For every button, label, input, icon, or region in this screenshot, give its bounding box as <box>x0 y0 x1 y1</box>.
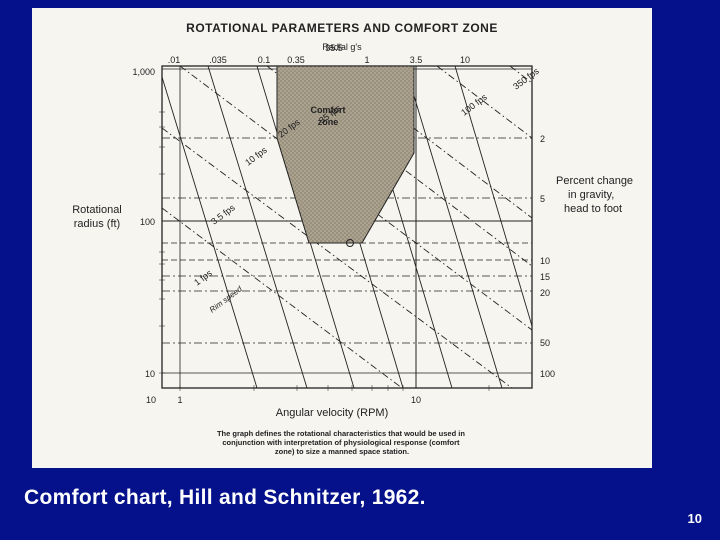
svg-text:100: 100 <box>540 369 555 379</box>
svg-text:2: 2 <box>540 134 545 144</box>
svg-text:10 fps: 10 fps <box>243 145 269 168</box>
svg-text:.035: .035 <box>209 55 227 65</box>
y-tick-10: 10 <box>145 369 155 379</box>
comfort-zone-label-2: zone <box>318 117 339 127</box>
comfort-zone-polygon <box>277 66 414 243</box>
rim-speed-label: Rim speed <box>208 284 244 315</box>
x-tick-10: 10 <box>411 395 421 405</box>
radial-g-ticks: .01 .035 0.1 0.35 35.5 1 3.5 10 <box>168 43 470 65</box>
x-axis-label: Angular velocity (RPM) <box>276 407 388 419</box>
slide-root: ROTATIONAL PARAMETERS AND COMFORT ZONE R… <box>0 0 720 540</box>
comfort-zone-label-1: Comfort <box>311 105 346 115</box>
chart-panel: ROTATIONAL PARAMETERS AND COMFORT ZONE R… <box>32 8 652 468</box>
x-left-10: 10 <box>146 395 156 405</box>
svg-text:10: 10 <box>540 256 550 266</box>
slide-caption: Comfort chart, Hill and Schnitzer, 1962. <box>24 486 426 510</box>
x-tick-1: 1 <box>177 395 182 405</box>
right-axis-label-2: in gravity, <box>568 189 614 201</box>
y-axis-label-2: radius (ft) <box>74 218 120 230</box>
right-axis-label-1: Percent change <box>556 175 633 187</box>
svg-text:1 fps: 1 fps <box>192 268 214 288</box>
chart-title: ROTATIONAL PARAMETERS AND COMFORT ZONE <box>186 21 498 35</box>
svg-text:1: 1 <box>364 55 369 65</box>
y-tick-1000: 1,000 <box>132 67 155 77</box>
svg-text:10: 10 <box>460 55 470 65</box>
svg-text:0.1: 0.1 <box>258 55 271 65</box>
y-tick-100: 100 <box>140 217 155 227</box>
svg-text:.01: .01 <box>168 55 181 65</box>
svg-text:15: 15 <box>540 272 550 282</box>
svg-text:20: 20 <box>540 288 550 298</box>
comfort-nomograph: ROTATIONAL PARAMETERS AND COMFORT ZONE R… <box>32 8 652 468</box>
chart-footnote: The graph defines the rotational charact… <box>217 429 467 456</box>
y-axis-label-1: Rotational <box>72 204 122 216</box>
right-axis-label-3: head to foot <box>564 203 622 215</box>
svg-text:0.35: 0.35 <box>287 55 305 65</box>
svg-text:3.5: 3.5 <box>410 55 423 65</box>
svg-text:3.5 fps: 3.5 fps <box>209 202 237 227</box>
svg-text:50: 50 <box>540 338 550 348</box>
right-axis-ticks: 2 5 10 15 20 50 100 <box>540 134 555 379</box>
svg-text:35.5: 35.5 <box>325 43 343 53</box>
svg-text:5: 5 <box>540 194 545 204</box>
svg-text:350 fps: 350 fps <box>511 66 541 92</box>
page-number: 10 <box>688 511 702 526</box>
